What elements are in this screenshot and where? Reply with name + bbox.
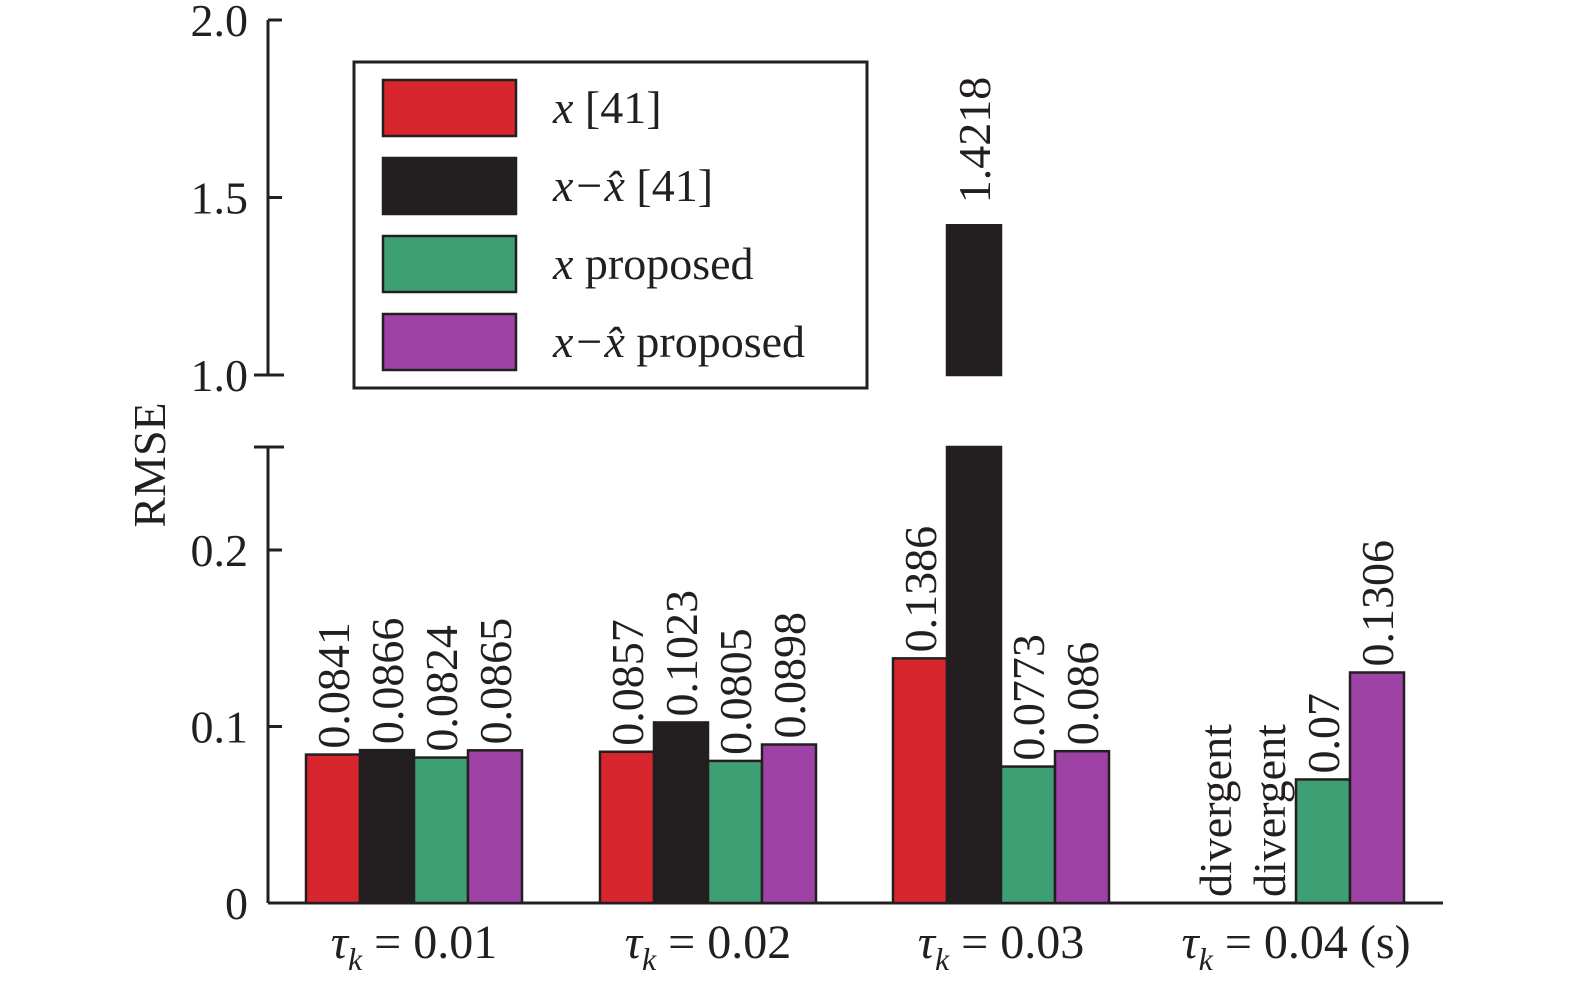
legend-swatch bbox=[381, 312, 518, 372]
x-category-labels: τk = 0.01 τk = 0.02 τk = 0.03 τk = 0.04 (s) bbox=[331, 916, 1411, 977]
legend-entry-label: x−x̂ proposed bbox=[552, 316, 805, 367]
value-label: 0.0865 bbox=[470, 618, 521, 745]
value-label: 0.1306 bbox=[1352, 540, 1403, 667]
value-label: 0.1023 bbox=[656, 590, 707, 717]
bar bbox=[999, 765, 1057, 905]
legend-swatch bbox=[381, 234, 518, 294]
value-label: 0.0898 bbox=[764, 612, 815, 739]
bar bbox=[891, 657, 949, 905]
x-category-label: τk = 0.02 bbox=[625, 916, 791, 977]
y-axis-title: RMSE bbox=[124, 402, 175, 527]
x-category-label: τk = 0.03 bbox=[918, 916, 1084, 977]
legend-swatch bbox=[381, 156, 518, 216]
bar bbox=[466, 749, 524, 905]
value-label: 0.0805 bbox=[710, 628, 761, 755]
bar bbox=[760, 743, 818, 905]
legend-entry-label: x−x̂ [41] bbox=[552, 160, 713, 211]
value-label: 0.07 bbox=[1298, 693, 1349, 774]
legend-swatch bbox=[381, 78, 518, 138]
bar bbox=[706, 759, 764, 905]
y-tick-label: 0 bbox=[225, 878, 248, 929]
value-labels: 0.0841 0.0857 0.1386 divergent 0.0866 0.1023 1… bbox=[308, 77, 1403, 897]
x-category-label: τk = 0.04 (s) bbox=[1181, 916, 1410, 977]
bar bbox=[358, 748, 416, 905]
legend-entry-label: x [41] bbox=[552, 82, 662, 133]
value-label: 0.0841 bbox=[308, 622, 359, 749]
bar bbox=[304, 753, 362, 905]
value-label: 0.0866 bbox=[362, 618, 413, 745]
value-label: divergent bbox=[1244, 724, 1295, 897]
y-ticks: 0 0.1 0.2 1.0 1.5 2.0 bbox=[191, 0, 282, 929]
bar-upper-segment bbox=[945, 224, 1003, 377]
y-tick-label: 0.2 bbox=[191, 525, 249, 576]
bar bbox=[1294, 778, 1352, 905]
value-label: 0.0773 bbox=[1003, 634, 1054, 761]
bar bbox=[598, 750, 656, 905]
bar bbox=[945, 445, 1003, 905]
y-tick-label: 2.0 bbox=[191, 0, 249, 46]
legend-entry-label: x proposed bbox=[552, 238, 754, 289]
bars bbox=[304, 224, 1406, 905]
bar bbox=[412, 756, 470, 905]
y-tick-label: 1.0 bbox=[191, 350, 249, 401]
legend: x [41] x−x̂ [41] x proposed x−x̂ proposed bbox=[352, 60, 869, 390]
bar bbox=[1053, 749, 1111, 905]
value-label: 1.4218 bbox=[949, 77, 1000, 204]
value-label: 0.086 bbox=[1057, 642, 1108, 746]
y-tick-label: 0.1 bbox=[191, 702, 249, 753]
x-category-label: τk = 0.01 bbox=[331, 916, 497, 977]
bar bbox=[1348, 671, 1406, 905]
y-tick-label: 1.5 bbox=[191, 173, 249, 224]
bar bbox=[652, 721, 710, 905]
value-label: 0.1386 bbox=[895, 526, 946, 653]
value-label: 0.0824 bbox=[416, 625, 467, 752]
value-label: divergent bbox=[1190, 724, 1241, 897]
value-label: 0.0857 bbox=[602, 619, 653, 746]
